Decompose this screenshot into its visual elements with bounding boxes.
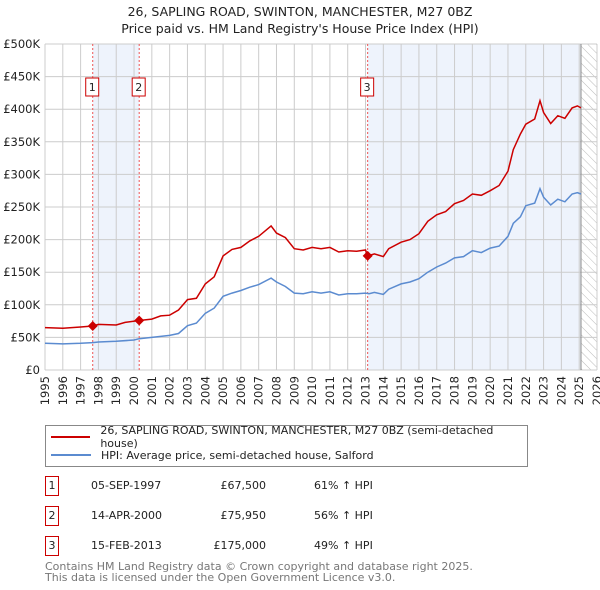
x-tick-label: 2013 [359,376,373,405]
legend-label: 26, SAPLING ROAD, SWINTON, MANCHESTER, M… [100,424,494,450]
sale-price: £175,000 [213,539,267,552]
x-tick-label: 2019 [465,376,479,405]
sale-label: 3 [364,81,371,94]
x-tick-label: 2005 [216,376,230,405]
x-tick-label: 2025 [572,376,586,405]
x-tick-label: 2024 [554,376,568,405]
x-tick-label: 1998 [91,376,105,405]
x-tick-label: 2010 [305,376,319,405]
x-tick-label: 2021 [501,376,515,405]
sale-label: 2 [135,81,142,94]
chart-title: 26, SAPLING ROAD, SWINTON, MANCHESTER, M… [127,4,473,19]
sale-date: 14-APR-2000 [91,509,163,522]
y-tick-label: £300K [3,167,40,181]
sale-label-box [85,77,100,97]
x-tick-label: 2018 [448,376,462,405]
sale-label-box [360,77,375,97]
x-tick-label: 2011 [323,376,337,405]
legend-swatch-red [51,436,91,438]
x-tick-label: 2020 [483,376,497,405]
y-tick-label: £150K [3,265,40,279]
x-tick-label: 2009 [287,376,301,405]
x-tick-label: 2016 [412,376,426,405]
y-tick-label: £0 [25,363,40,377]
x-tick-label: 2022 [519,376,533,405]
legend-swatch-blue [51,454,91,456]
y-tick-label: £250K [3,200,40,214]
sale-price: £75,950 [220,509,267,522]
sale-hpi: 56% ↑ HPI [314,509,373,522]
sale-badge: 2 [45,506,59,526]
y-tick-label: £500K [3,37,40,51]
footer-licence: This data is licensed under the Open Gov… [45,571,396,584]
x-tick-label: 1995 [38,376,52,405]
sale-point [362,250,373,261]
x-tick-label: 1999 [109,376,123,405]
chart-subtitle: Price paid vs. HM Land Registry's House … [121,21,479,36]
sale-label: 1 [89,81,96,94]
y-tick-label: £50K [11,330,41,344]
x-tick-label: 1996 [56,376,70,405]
plot-area: 1995 1996 1997 1998 1999 2000 2001 2002 2003 2004… [3,37,600,405]
legend-item-hpi: HPI: Average price, semi-detached house,… [51,447,374,463]
legend-label: HPI: Average price, semi-detached house,… [101,448,374,462]
sale-label-box [131,77,146,97]
series-line-property [44,98,582,330]
sale-date: 05-SEP-1997 [91,479,162,492]
legend: 26, SAPLING ROAD, SWINTON, MANCHESTER, M… [45,424,528,467]
sale-date: 15-FEB-2013 [91,539,162,552]
sale-price: £67,500 [220,479,267,492]
footer-copyright: Contains HM Land Registry data © Crown c… [45,560,473,573]
sale-point [134,315,145,326]
x-tick-label: 2017 [430,376,444,405]
x-tick-label: 2007 [252,376,266,405]
x-tick-label: 2026 [590,376,600,405]
x-tick-label: 2001 [145,376,159,405]
x-tick-label: 2002 [163,376,177,405]
x-tick-label: 2023 [537,376,551,405]
y-tick-label: £200K [3,233,40,247]
y-tick-label: £450K [3,70,40,84]
x-tick-label: 2003 [180,376,194,405]
x-tick-label: 2000 [127,376,141,405]
sale-badge: 3 [45,536,59,556]
x-tick-label: 2004 [198,376,212,405]
legend-item-property: 26, SAPLING ROAD, SWINTON, MANCHESTER, M… [51,424,527,450]
x-tick-label: 2015 [394,376,408,405]
sale-hpi: 49% ↑ HPI [314,539,373,552]
x-tick-label: 2008 [269,376,283,405]
x-tick-label: 2014 [376,376,390,405]
x-tick-label: 2006 [234,376,248,405]
y-tick-label: £100K [3,298,40,312]
sale-hpi: 61% ↑ HPI [314,479,373,492]
y-tick-label: £400K [3,102,40,116]
sale-point [87,320,98,331]
sale-badge: 1 [45,476,59,496]
y-tick-label: £350K [3,135,40,149]
series-line-hpi [44,186,582,345]
x-tick-label: 2012 [341,376,355,405]
x-tick-label: 1997 [74,376,88,405]
